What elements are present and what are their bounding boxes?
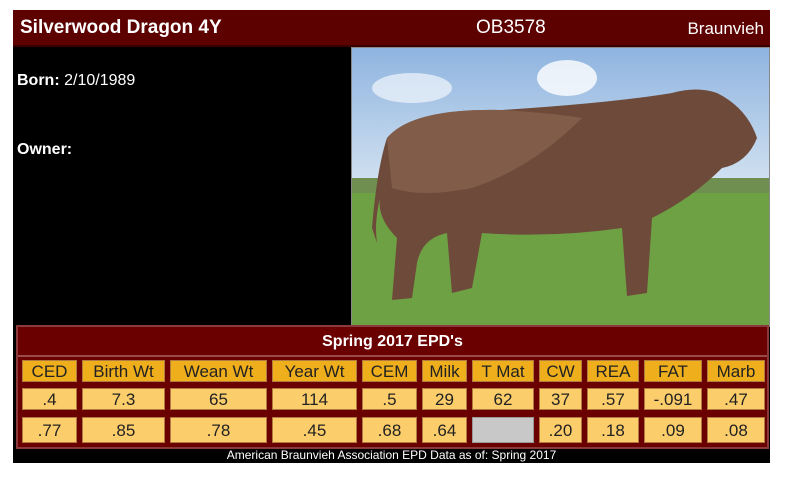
epd-header-cell: REA	[587, 360, 639, 382]
epd-value-cell: .57	[587, 388, 639, 410]
epd-value-cell: 37	[539, 388, 582, 410]
epd-header-cell: Wean Wt	[170, 360, 267, 382]
epd-accuracy-cell: .85	[82, 417, 165, 443]
born-row: Born: 2/10/1989	[17, 72, 135, 90]
epd-value-cell: .5	[362, 388, 417, 410]
epd-accuracy-cell: .78	[170, 417, 267, 443]
epd-header-cell: CW	[539, 360, 582, 382]
epd-value-cell: -.091	[644, 388, 702, 410]
animal-name: Silverwood Dragon 4Y	[20, 17, 222, 38]
epd-accuracy-cell: .08	[707, 417, 765, 443]
epd-value-cell: 65	[170, 388, 267, 410]
epd-header-cell: Year Wt	[272, 360, 357, 382]
epd-value-cell: 29	[422, 388, 467, 410]
born-label: Born:	[17, 72, 60, 89]
epd-accuracy-cell: .18	[587, 417, 639, 443]
animal-card: Silverwood Dragon 4Y OB3578 Braunvieh Bo…	[13, 10, 770, 463]
epd-accuracy-cell: .09	[644, 417, 702, 443]
epd-value-cell: 62	[472, 388, 534, 410]
epd-header-cell: CED	[22, 360, 77, 382]
registration-number: OB3578	[476, 17, 546, 38]
owner-row: Owner:	[17, 141, 72, 159]
epd-header-cell: FAT	[644, 360, 702, 382]
epd-header-cell: Marb	[707, 360, 765, 382]
epd-value-cell: .47	[707, 388, 765, 410]
breed: Braunvieh	[687, 19, 764, 38]
epd-value-cell: 114	[272, 388, 357, 410]
title-bar: Silverwood Dragon 4Y OB3578 Braunvieh	[13, 10, 770, 47]
epd-header-cell: Milk	[422, 360, 467, 382]
epd-accuracy-cell: .20	[539, 417, 582, 443]
epd-header-cell: CEM	[362, 360, 417, 382]
epd-accuracy-cell: .64	[422, 417, 467, 443]
born-value: 2/10/1989	[64, 72, 136, 89]
epd-accuracy-cell	[472, 417, 534, 443]
bull-photo	[351, 47, 770, 327]
epd-accuracy-cell: .77	[22, 417, 77, 443]
epd-value-cell: .4	[22, 388, 77, 410]
epd-value-cell: 7.3	[82, 388, 165, 410]
epd-header-cell: Birth Wt	[82, 360, 165, 382]
epd-title: Spring 2017 EPD's	[322, 333, 463, 350]
divider	[18, 355, 767, 357]
epd-header-cell: T Mat	[472, 360, 534, 382]
epd-accuracy-cell: .45	[272, 417, 357, 443]
epd-table: Spring 2017 EPD's CED Birth Wt Wean Wt Year…	[16, 325, 769, 449]
footer-note: American Braunvieh Association EPD Data …	[226, 448, 557, 462]
epd-accuracy-cell: .68	[362, 417, 417, 443]
owner-label: Owner:	[17, 141, 73, 158]
